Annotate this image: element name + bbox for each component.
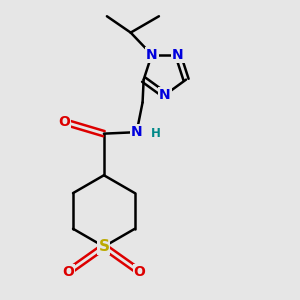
Text: N: N — [159, 88, 171, 102]
Text: H: H — [151, 127, 161, 140]
Text: N: N — [172, 48, 184, 62]
Text: O: O — [134, 265, 146, 279]
Text: S: S — [98, 239, 110, 254]
Text: N: N — [131, 125, 142, 139]
Text: O: O — [62, 265, 74, 279]
Text: O: O — [58, 115, 70, 129]
Text: N: N — [146, 48, 158, 62]
